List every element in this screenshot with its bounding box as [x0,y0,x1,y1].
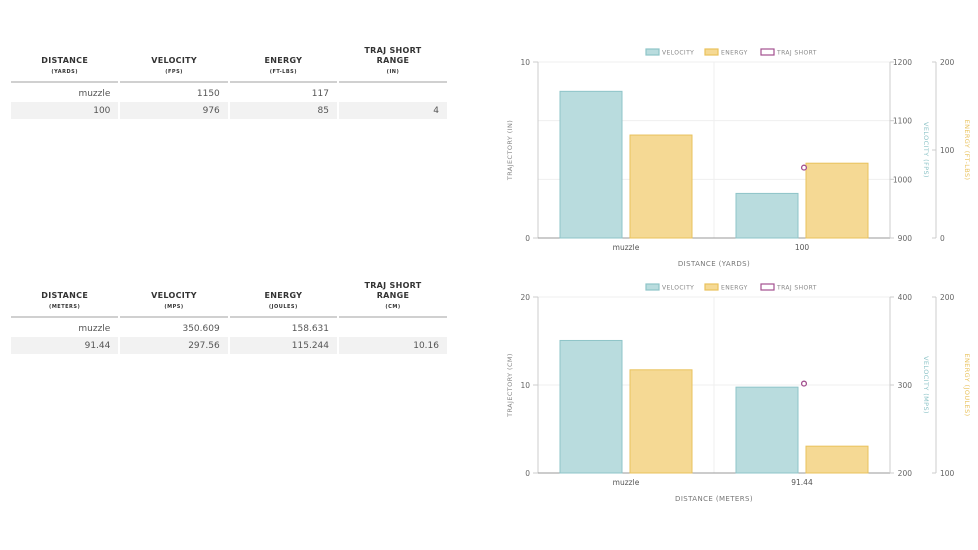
legend-swatch [645,283,660,291]
y-tick-label-velocity: 1100 [893,117,912,126]
table-cell: 115.244 [229,337,337,354]
ballistics-table-imperial: DISTANCE (YARDS) VELOCITY (FPS) ENERGY (FT-… [9,46,449,119]
column-header: DISTANCE (METERS) [11,281,119,318]
y-tick-label-left: 20 [520,293,530,302]
table-header-row: DISTANCE (METERS) VELOCITY (MPS) ENERGY (JO… [11,281,447,318]
legend-swatch [760,283,775,291]
column-header: ENERGY (JOULES) [229,281,337,318]
y-tick-label-left: 0 [525,469,530,478]
y-axis-title-energy: ENERGY (JOULES) [963,353,971,416]
energy-bar [629,369,693,474]
table-cell: 976 [120,102,228,119]
y-tick-label-velocity: 400 [898,293,913,302]
velocity-bar [735,386,799,474]
y-tick-label-velocity: 300 [898,381,913,390]
x-tick-label: 91.44 [791,478,813,487]
table-row: 100 976 85 4 [11,102,447,119]
legend-swatch [760,48,775,56]
y-tick-label-left: 10 [520,58,530,67]
table-row: 91.44 297.56 115.244 10.16 [11,337,447,354]
velocity-bar [559,90,623,239]
column-header: TRAJ SHORT RANGE (CM) [339,281,447,318]
x-tick-label: 100 [795,243,810,252]
table-cell: 100 [11,102,119,119]
table-row: muzzle 1150 117 [11,83,447,102]
table-cell: 117 [311,88,329,99]
y-tick-label-left: 0 [525,234,530,243]
legend-swatch [645,48,660,56]
y-tick-label-energy: 100 [940,146,955,155]
velocity-bar [559,339,623,474]
y-tick-label-energy: 100 [940,469,955,478]
table-cell: muzzle [78,323,111,334]
y-axis-title-velocity: VELOCITY (FPS) [922,122,930,178]
legend-label: ENERGY [721,285,748,292]
traj-point [800,380,808,387]
y-tick-label-velocity: 200 [898,469,913,478]
x-axis-title: DISTANCE (YARDS) [678,260,750,268]
x-tick-label: muzzle [613,478,640,487]
y-tick-label-energy: 200 [940,58,955,67]
table-cell: 4 [338,102,447,119]
legend-label: VELOCITY [662,285,694,292]
table-cell: 158.631 [291,323,329,334]
table-cell: 1150 [196,88,220,99]
x-tick-label: muzzle [613,243,640,252]
table-header-row: DISTANCE (YARDS) VELOCITY (FPS) ENERGY (FT-… [11,46,447,83]
column-header: VELOCITY (FPS) [120,46,228,83]
y-tick-label-velocity: 1200 [893,58,912,67]
x-axis-title: DISTANCE (METERS) [675,495,753,503]
table-cell: 10.16 [339,337,447,354]
ballistics-chart-metric: VELOCITY ENERGY TRAJ SHORT 0 10 20 200 300 400 10… [506,283,971,503]
y-tick-label-left: 10 [520,381,530,390]
velocity-bar [735,192,799,239]
y-tick-label-velocity: 900 [898,234,913,243]
legend-label: TRAJ SHORT [776,285,817,292]
energy-bar [805,445,869,474]
table-row: muzzle 350.609 158.631 [11,318,447,337]
traj-point [800,164,808,171]
energy-bar [629,134,693,239]
column-header: DISTANCE (YARDS) [11,46,119,83]
y-tick-label-energy: 200 [940,293,955,302]
table-cell: 91.44 [11,337,119,354]
table-cell: 297.56 [120,337,228,354]
table-cell [339,83,447,102]
table-cell: 85 [229,102,337,119]
y-tick-label-energy: 0 [940,234,945,243]
column-header: TRAJ SHORT RANGE (IN) [338,46,447,83]
legend-swatch [704,48,719,56]
table-cell: 350.609 [182,323,220,334]
column-header: VELOCITY (MPS) [120,281,228,318]
y-axis-title-energy: ENERGY (FT-LBS) [963,120,971,181]
legend-label: VELOCITY [662,50,694,57]
y-axis-title-left: TRAJECTORY (CM) [506,353,514,418]
legend-label: ENERGY [721,50,748,57]
y-tick-label-velocity: 1000 [893,175,912,184]
energy-bar [805,162,869,239]
legend-label: TRAJ SHORT [776,50,817,57]
ballistics-chart-imperial: VELOCITY ENERGY TRAJ SHORT0109001000110012… [506,48,971,268]
table-cell: muzzle [78,88,111,99]
y-axis-title-velocity: VELOCITY (MPS) [922,356,930,414]
table-cell [339,318,447,337]
legend-swatch [704,283,719,291]
column-header: ENERGY (FT-LBS) [229,46,337,83]
ballistics-table-metric: DISTANCE (METERS) VELOCITY (MPS) ENERGY (JO… [9,281,449,354]
y-axis-title-left: TRAJECTORY (IN) [506,120,514,181]
